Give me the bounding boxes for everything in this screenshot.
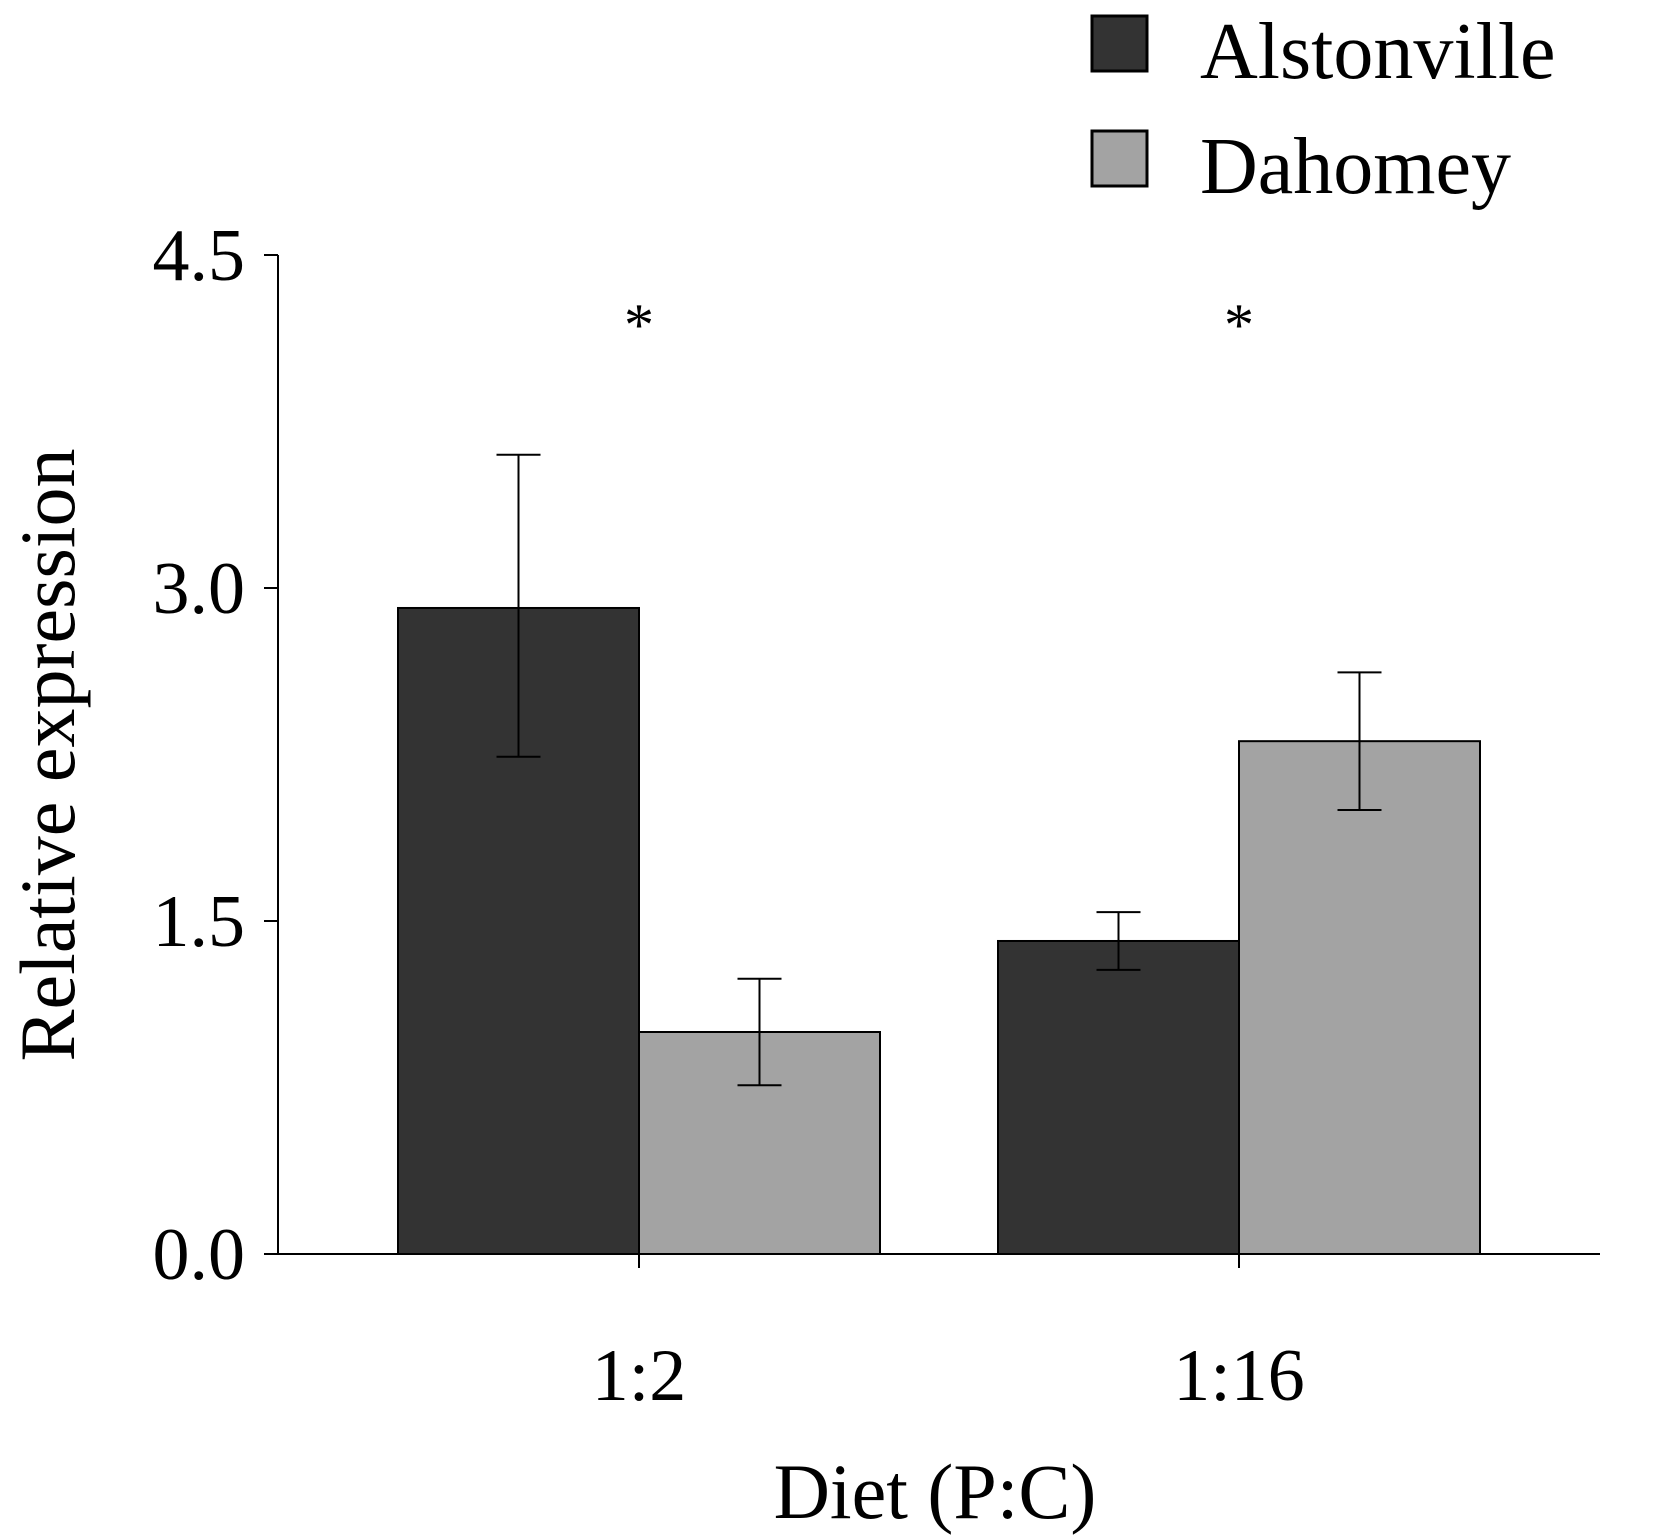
x-tick-label-1-2: 1:2 bbox=[592, 1335, 687, 1417]
x-axis-title: Diet (P:C) bbox=[774, 1448, 1097, 1535]
y-axis-title: Relative expression bbox=[4, 449, 91, 1062]
bars-layer bbox=[397, 606, 1481, 1255]
bar-alstonville-1-16 bbox=[997, 939, 1240, 1255]
axes-layer bbox=[264, 254, 1600, 1268]
legend-label-alstonville: Alstonville bbox=[1200, 8, 1556, 96]
error-bars-layer bbox=[496, 453, 1382, 1087]
error-bar-alstonville-1-16 bbox=[1096, 911, 1141, 971]
y-tick-label-4-5: 4.5 bbox=[153, 215, 246, 297]
significance-mark-1-16: * bbox=[1224, 292, 1254, 358]
legend: Alstonville Dahomey bbox=[1090, 8, 1556, 211]
error-bar-dahomey-1-16 bbox=[1337, 671, 1382, 811]
legend-swatch-dahomey bbox=[1090, 129, 1149, 188]
error-bar-dahomey-1-2 bbox=[737, 977, 782, 1087]
x-tick-label-1-16: 1:16 bbox=[1173, 1335, 1305, 1417]
y-tick-label-0-0: 0.0 bbox=[153, 1214, 246, 1296]
bar-dahomey-1-16 bbox=[1238, 740, 1481, 1255]
significance-mark-1-2: * bbox=[624, 292, 654, 358]
legend-swatch-alstonville bbox=[1090, 14, 1149, 73]
y-tick-label-3-0: 3.0 bbox=[153, 548, 246, 630]
legend-label-dahomey: Dahomey bbox=[1200, 123, 1511, 211]
labels-layer: * 1:2 * 1:16 0.0 1.5 3.0 4.5 Diet (P:C) Relative … bbox=[4, 215, 1305, 1535]
y-tick-label-1-5: 1.5 bbox=[153, 881, 246, 963]
error-bar-alstonville-1-2 bbox=[496, 453, 541, 758]
